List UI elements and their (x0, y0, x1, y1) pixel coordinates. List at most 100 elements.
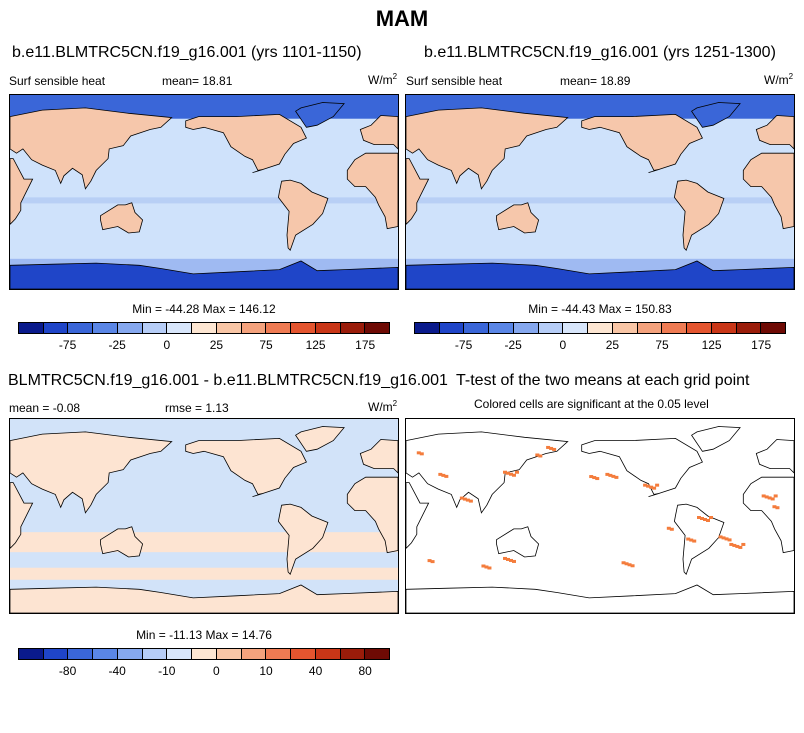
colorbar-cell (365, 649, 390, 659)
colorbar-tick-label: -10 (158, 664, 176, 678)
significant-cell (419, 452, 424, 456)
colorbar-cell (216, 649, 242, 659)
colorbar-cell (192, 323, 217, 333)
significant-cell (741, 542, 746, 546)
significant-cell (630, 564, 635, 568)
significant-cell (646, 484, 651, 488)
land-shape (742, 476, 794, 554)
panel3-rmse: rmse = 1.13 (165, 401, 229, 415)
land-shape (581, 113, 703, 173)
significant-cell (611, 474, 616, 478)
significant-cell (430, 560, 435, 564)
land-shape (185, 437, 307, 497)
significant-cell (735, 544, 740, 548)
colorbar-cell (612, 323, 638, 333)
colorbar-tick-label: 75 (259, 338, 273, 352)
colorbar-tick-label: 125 (701, 338, 722, 352)
colorbar-cell (167, 323, 193, 333)
colorbar-cell (167, 649, 193, 659)
land-shape (406, 260, 794, 289)
map-background (406, 419, 794, 613)
land-shape (295, 426, 345, 452)
panel3-mean-label: mean = (9, 401, 50, 415)
significant-cell (589, 475, 594, 479)
land-shape (406, 431, 569, 514)
significant-cell (727, 538, 732, 542)
panel3-colorbar-labels: -80 -40 -10 0 10 40 80 (18, 662, 390, 678)
panel2-map-svg (406, 95, 794, 289)
colorbar-cell (489, 323, 514, 333)
colorbar-tick-label: -80 (58, 664, 77, 678)
panel2-unit-text: W/m (764, 73, 789, 87)
colorbar-tick-label: 40 (308, 664, 323, 678)
panel2-colorbar-labels: -75 -25 0 25 75 125 175 (414, 336, 786, 352)
colorbar-tick-label: 75 (655, 338, 669, 352)
land-shape (295, 102, 345, 128)
significant-cell (697, 516, 701, 519)
colorbar-cell (19, 649, 44, 659)
panel3-unit-exp: 2 (392, 399, 398, 408)
colorbar-tick-label: 10 (259, 664, 273, 678)
land-shape (581, 437, 703, 497)
colorbar-cell (117, 323, 143, 333)
significant-cell (512, 559, 516, 563)
colorbar-cell (142, 649, 168, 659)
panel1-title: b.e11.BLMTRC5CN.f19_g16.001 (yrs 1101-11… (12, 44, 362, 61)
colorbar-cell (19, 323, 44, 333)
land-shape (10, 158, 34, 225)
diff-band (10, 532, 398, 553)
equatorial-band (406, 197, 794, 204)
land-shape (100, 202, 144, 234)
colorbar-cell (588, 323, 613, 333)
panel1-unit: W/m2 (368, 72, 397, 87)
panel2-minmax: Min = -44.43 Max = 150.83 (528, 302, 672, 316)
colorbar-tick-label: 175 (355, 338, 376, 352)
land-shape (10, 584, 398, 613)
significant-cell (706, 519, 710, 522)
significant-cell (718, 535, 723, 539)
land-shape (277, 503, 329, 575)
land-shape (100, 526, 144, 558)
panel1-colorbar (18, 322, 390, 334)
significant-cell (700, 517, 704, 520)
colorbar-cell (687, 323, 712, 333)
panel3-minmax: Min = -11.13 Max = 14.76 (136, 628, 272, 642)
panel3-mean-value: -0.08 (52, 401, 81, 415)
colorbar-tick-label: 25 (209, 338, 224, 352)
significant-cell (441, 473, 446, 477)
land-shape (691, 426, 741, 452)
land-shape (742, 152, 794, 230)
panel1-map (9, 94, 399, 290)
significant-cell (652, 486, 657, 490)
significant-cell (669, 527, 674, 531)
colorbar-cell (142, 323, 168, 333)
significant-cell (503, 470, 507, 474)
significant-cell (709, 516, 713, 519)
panel2-map (405, 94, 795, 290)
panel1-mean-label: mean= (162, 74, 200, 88)
significant-cell (761, 494, 766, 498)
land-shape (10, 431, 173, 514)
significant-cell (689, 538, 694, 542)
significant-cell (468, 499, 473, 503)
land-shape (496, 202, 540, 234)
panel4-title: T-test of the two means at each grid poi… (456, 372, 750, 389)
significant-cell (703, 518, 707, 521)
significant-cell (764, 495, 769, 499)
colorbar-cell (340, 649, 366, 659)
colorbar-cell (43, 649, 69, 659)
significant-cell (487, 566, 492, 570)
significant-cell (692, 539, 697, 543)
significant-cell (624, 562, 629, 566)
colorbar-cell (68, 649, 94, 659)
significant-cell (732, 543, 737, 547)
colorbar-tick-label: 80 (358, 664, 372, 678)
significant-cell (509, 558, 513, 562)
significant-cell (503, 556, 507, 560)
significant-cell (729, 542, 734, 546)
land-shape (691, 102, 741, 128)
colorbar-cell (563, 323, 589, 333)
significant-cell (614, 475, 619, 479)
significant-cell (643, 483, 648, 487)
panel4-subtitle: Colored cells are significant at the 0.0… (474, 397, 709, 411)
